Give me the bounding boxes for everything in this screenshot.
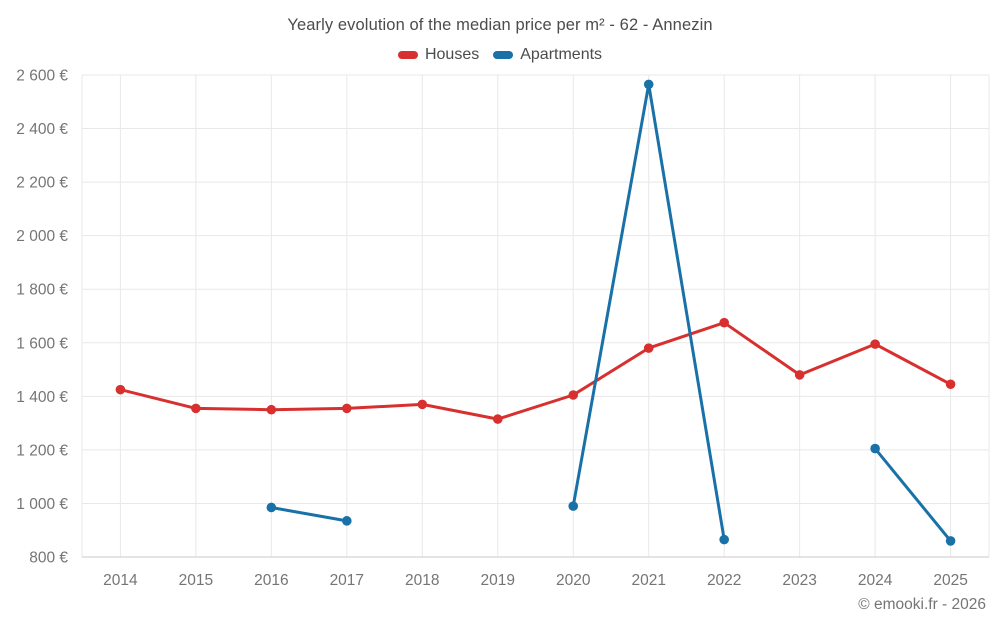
copyright-attribution: © emooki.fr - 2026 (858, 596, 986, 613)
houses-point-2016[interactable] (266, 404, 277, 415)
chart-title: Yearly evolution of the median price per… (287, 16, 713, 34)
apartments-point-2024[interactable] (870, 443, 880, 454)
chart-legend: Houses Apartments (0, 46, 1000, 64)
apartments-point-2017[interactable] (342, 516, 352, 526)
houses-point-2024[interactable] (870, 339, 880, 349)
houses-point-2017[interactable] (342, 403, 352, 414)
houses-point-2018[interactable] (417, 399, 428, 410)
houses-line (118, 321, 953, 421)
y-axis-tick-label: 1 000 € (16, 496, 68, 513)
houses-point-2020[interactable] (568, 390, 579, 400)
x-axis-tick-label: 2017 (330, 572, 364, 589)
y-axis-tick-label: 800 € (29, 550, 68, 567)
y-axis-tick-label: 1 400 € (16, 389, 68, 406)
y-axis-tick-label: 2 200 € (16, 175, 68, 192)
y-axis-tick-label: 1 200 € (16, 442, 68, 459)
apartments-point-2021[interactable] (643, 79, 654, 90)
apartments-line (269, 82, 953, 543)
houses-legend-swatch-icon (397, 51, 418, 59)
houses-point-2021[interactable] (643, 343, 654, 353)
houses-point-2015[interactable] (191, 403, 201, 414)
houses-point-2025[interactable] (945, 379, 956, 390)
x-axis-tick-label: 2024 (858, 572, 893, 589)
legend-item-houses[interactable]: Houses (397, 46, 480, 64)
x-axis-tick-label: 2020 (556, 572, 591, 589)
apartments-legend-swatch-icon (493, 51, 514, 59)
x-axis-tick-label: 2018 (405, 572, 439, 589)
houses-point-2022[interactable] (719, 317, 729, 328)
apartments-point-2022[interactable] (719, 534, 729, 545)
y-axis-tick-label: 1 600 € (16, 335, 68, 352)
apartments-legend-label: Apartments (520, 46, 603, 63)
houses-point-2023[interactable] (794, 370, 805, 380)
y-axis-tick-label: 2 600 € (16, 68, 68, 85)
houses-point-2014[interactable] (115, 384, 126, 395)
x-axis-tick-label: 2022 (707, 572, 741, 589)
y-axis-tick-label: 2 400 € (16, 121, 68, 138)
x-axis-tick-label: 2014 (103, 572, 138, 589)
legend-item-apartments[interactable]: Apartments (493, 46, 602, 64)
x-axis-tick-label: 2019 (481, 572, 515, 589)
x-axis-tick-label: 2015 (179, 572, 213, 589)
y-axis-tick-label: 2 000 € (16, 228, 68, 245)
x-axis-tick-label: 2016 (254, 572, 288, 589)
houses-legend-label: Houses (424, 46, 480, 63)
houses-point-2019[interactable] (492, 414, 503, 424)
apartments-point-2025[interactable] (945, 536, 956, 546)
x-axis-tick-label: 2023 (782, 572, 816, 589)
x-axis-tick-label: 2025 (933, 572, 967, 589)
y-axis-tick-label: 1 800 € (16, 282, 68, 299)
x-axis-tick-label: 2021 (631, 572, 665, 589)
apartments-point-2016[interactable] (266, 502, 277, 513)
apartments-point-2020[interactable] (568, 501, 579, 511)
